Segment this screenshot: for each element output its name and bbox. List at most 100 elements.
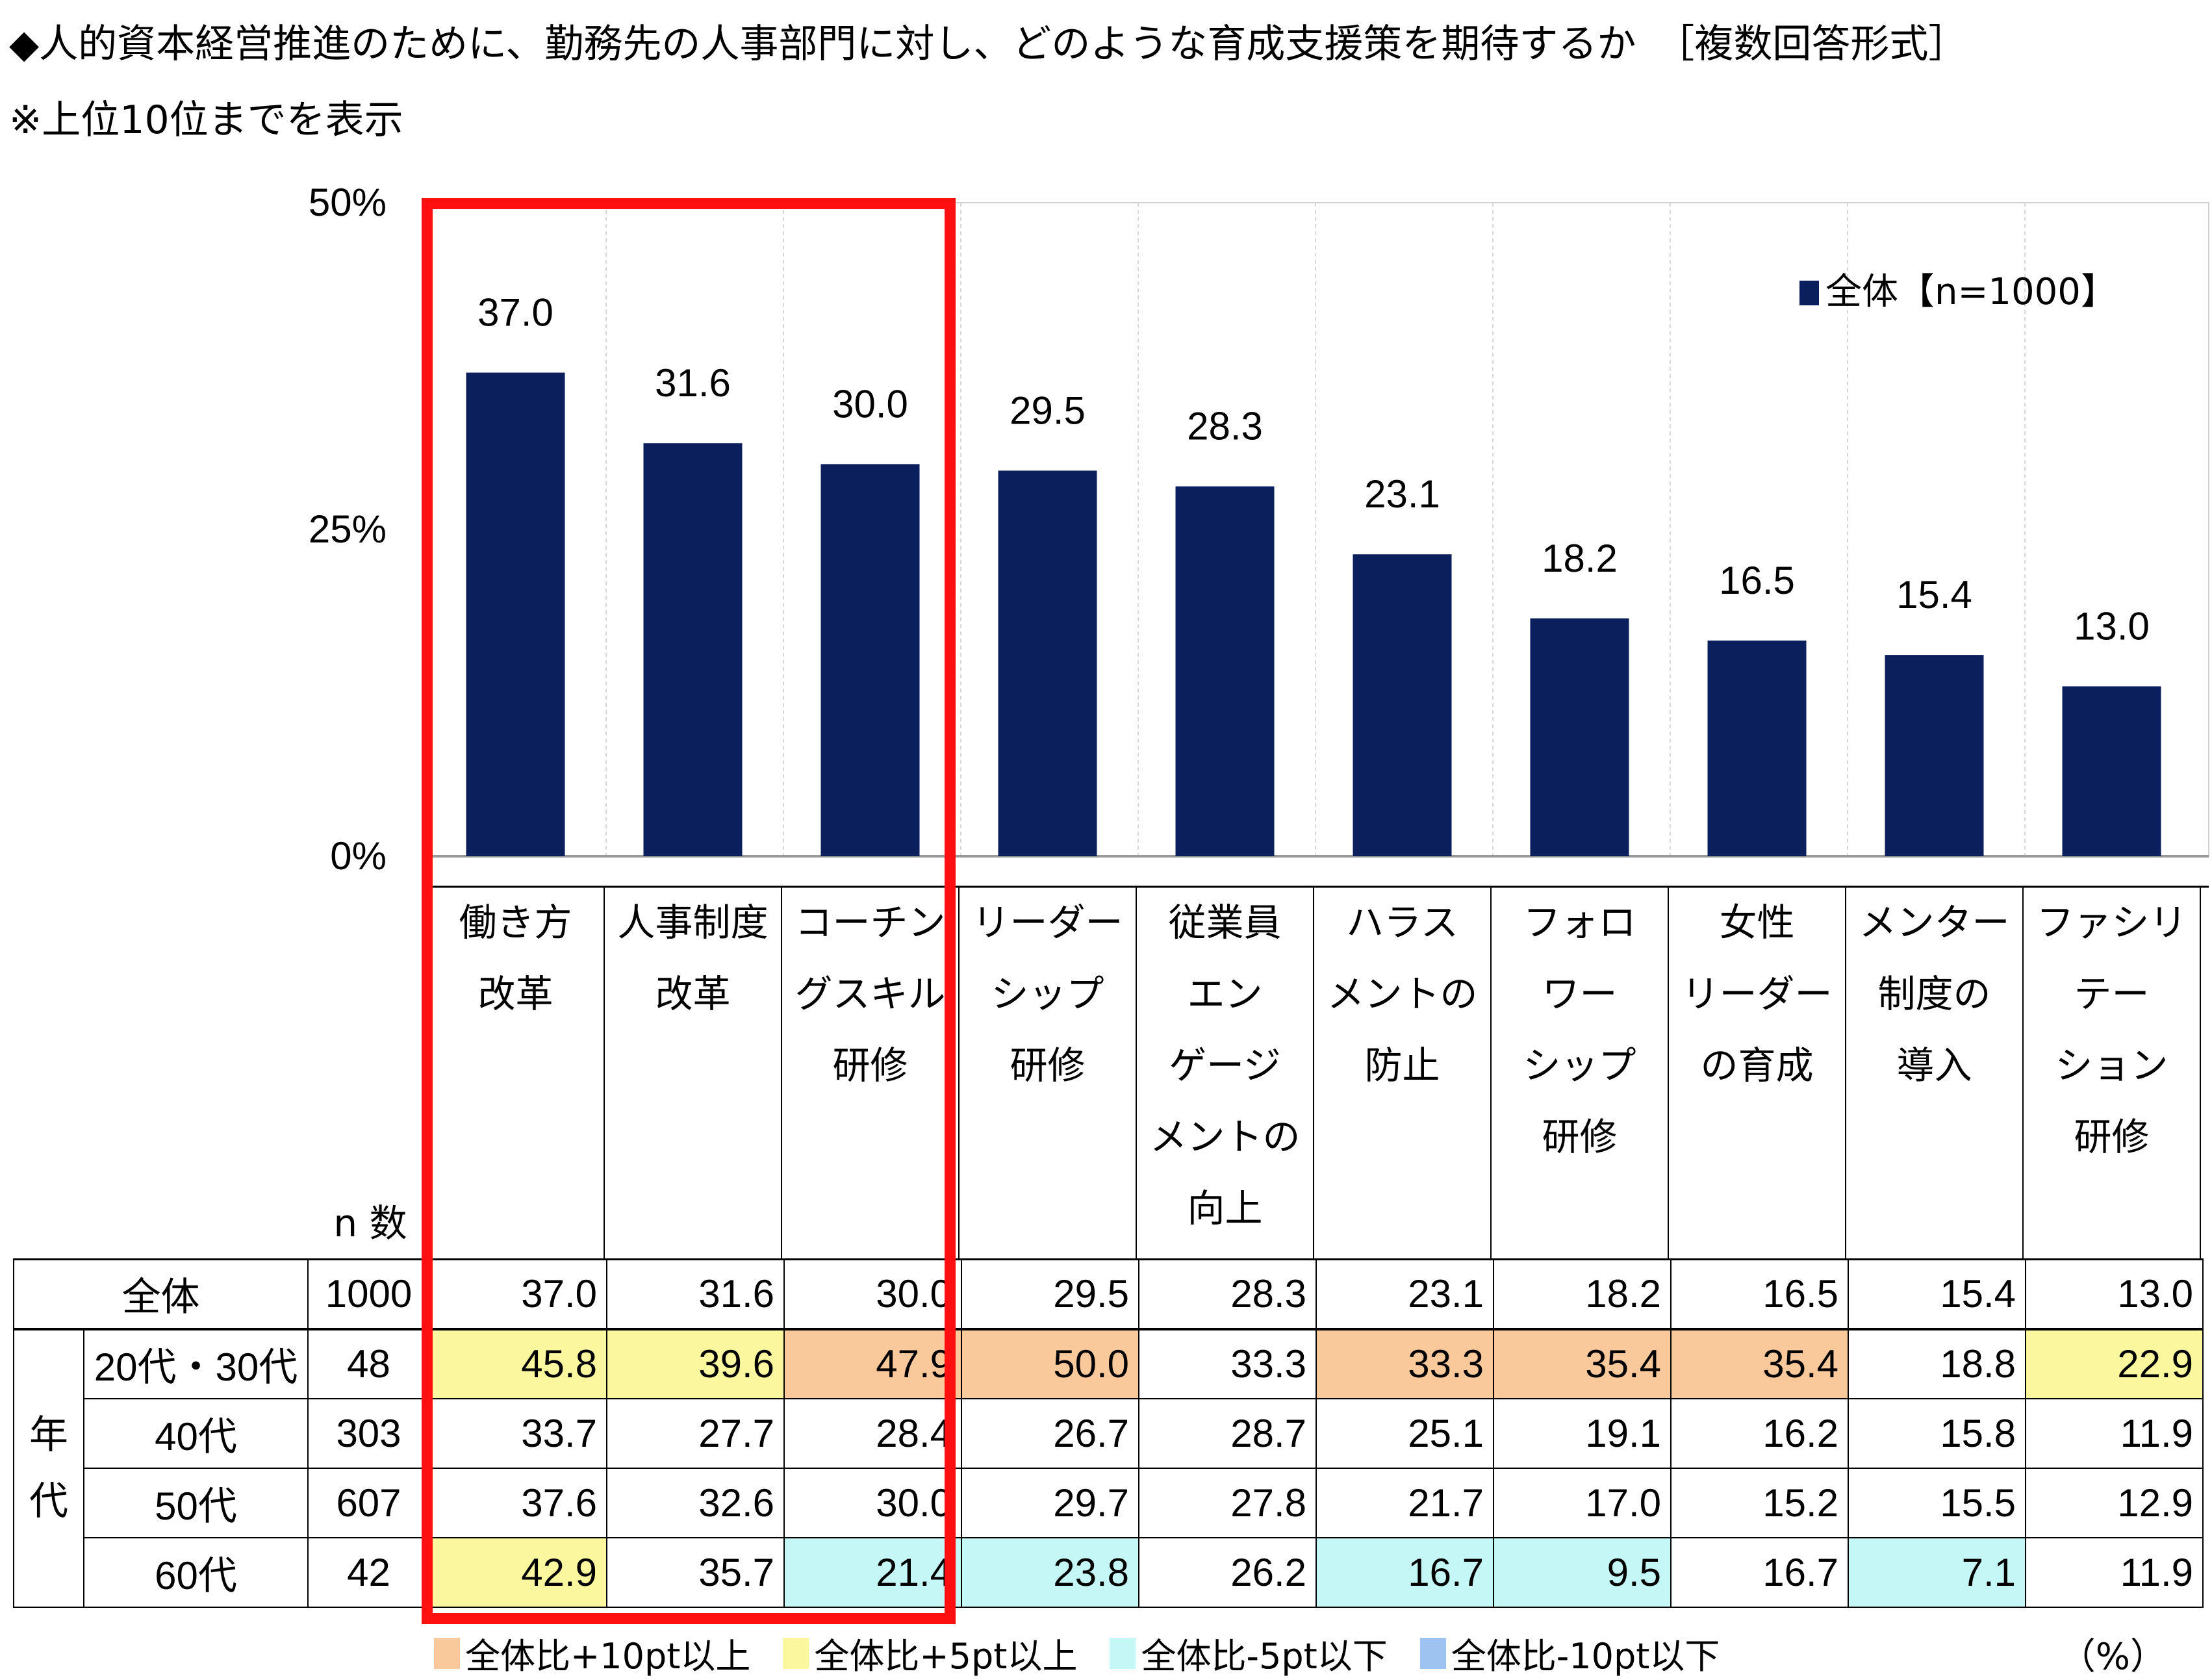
table-cell: 39.6 bbox=[606, 1327, 785, 1399]
table-cell: 35.4 bbox=[1670, 1327, 1849, 1399]
table-cell: 42.9 bbox=[429, 1536, 607, 1608]
table-cell: 23.1 bbox=[1316, 1258, 1494, 1330]
category-label: ワー bbox=[1542, 972, 1617, 1016]
table-cell: 35.7 bbox=[606, 1536, 785, 1608]
data-label: 18.2 bbox=[1542, 537, 1618, 580]
category-label: 研修 bbox=[832, 1043, 908, 1088]
category-label: エン bbox=[1187, 972, 1262, 1016]
table-cell: 27.7 bbox=[606, 1397, 785, 1469]
data-label: 28.3 bbox=[1187, 405, 1263, 448]
table-cell: 28.3 bbox=[1138, 1258, 1317, 1330]
age-group-header: 年代 bbox=[13, 1327, 84, 1608]
data-label: 37.0 bbox=[477, 291, 553, 335]
category-label: 研修 bbox=[1010, 1043, 1085, 1088]
data-label: 23.1 bbox=[1364, 472, 1440, 516]
table-cell: 28.7 bbox=[1138, 1397, 1317, 1469]
table-cell: 26.2 bbox=[1138, 1536, 1317, 1608]
table-cell: 11.9 bbox=[2025, 1397, 2204, 1469]
category-label: リーダー bbox=[1681, 972, 1832, 1016]
table-row: 全体 1000 37.0 31.6 30.0 29.5 28.3 23.1 18.2 16.5 15… bbox=[13, 1258, 2204, 1330]
legend-swatch bbox=[1110, 1637, 1136, 1669]
y-tick-label: 25% bbox=[309, 507, 387, 551]
legend-item-up5: 全体比+5pt以上 bbox=[783, 1627, 1077, 1679]
table-cell: 33.3 bbox=[1138, 1327, 1317, 1399]
row-label: 20代・30代 bbox=[83, 1327, 309, 1399]
data-label: 16.5 bbox=[1719, 559, 1795, 602]
y-tick-label: 0% bbox=[330, 834, 387, 878]
legend-label: 全体比-5pt以下 bbox=[1141, 1636, 1388, 1677]
table-row: 50代 607 37.6 32.6 30.0 29.7 27.8 21.7 17.0 15.2 15… bbox=[14, 1467, 2204, 1538]
table-cell: 21.4 bbox=[783, 1536, 962, 1608]
table-cell: 12.9 bbox=[2025, 1467, 2204, 1538]
category-label: 女性 bbox=[1719, 900, 1794, 945]
category-label: フォロ bbox=[1523, 900, 1636, 945]
page-title: ◆人的資本経営推進のために、勤務先の人事部門に対し、どのような育成支援策を期待す… bbox=[9, 21, 1968, 67]
table-cell: 32.6 bbox=[606, 1467, 785, 1538]
category-label: ゲージ bbox=[1169, 1043, 1281, 1088]
category-label: 向上 bbox=[1187, 1186, 1262, 1230]
table-cell: 19.1 bbox=[1493, 1397, 1672, 1469]
table-cell: 16.5 bbox=[1670, 1258, 1849, 1330]
n-count-cell: 1000 bbox=[307, 1258, 430, 1330]
table-cell: 9.5 bbox=[1493, 1536, 1672, 1608]
n-count-cell: 303 bbox=[307, 1397, 430, 1469]
table-row: 60代 42 42.9 35.7 21.4 23.8 26.2 16.7 9.5 16.7 7.1 1… bbox=[14, 1536, 2204, 1608]
category-label: 人事制度 bbox=[617, 900, 768, 945]
legend-label: 全体比+5pt以上 bbox=[814, 1636, 1078, 1677]
table-cell: 26.7 bbox=[961, 1397, 1139, 1469]
table-cell: 15.5 bbox=[1848, 1467, 2026, 1538]
table-cell: 35.4 bbox=[1493, 1327, 1672, 1399]
table-cell: 15.4 bbox=[1848, 1258, 2026, 1330]
n-count-cell: 48 bbox=[307, 1327, 430, 1399]
category-label: メンター bbox=[1859, 900, 2009, 945]
table-cell: 50.0 bbox=[961, 1327, 1139, 1399]
data-label: 29.5 bbox=[1010, 388, 1086, 432]
category-label: メントの bbox=[1327, 972, 1477, 1016]
table-cell: 28.4 bbox=[783, 1397, 962, 1469]
table-cell: 16.7 bbox=[1316, 1536, 1494, 1608]
legend-swatch bbox=[1419, 1637, 1446, 1669]
row-label: 50代 bbox=[83, 1467, 309, 1538]
table-cell: 7.1 bbox=[1848, 1536, 2026, 1608]
category-label: シップ bbox=[1523, 1043, 1636, 1088]
table-cell: 16.2 bbox=[1670, 1397, 1849, 1469]
table-cell: 15.2 bbox=[1670, 1467, 1849, 1538]
table-row: 年代 20代・30代 48 45.8 39.6 47.9 50.0 33.3 33.3 35.4 3… bbox=[13, 1327, 2204, 1608]
y-tick-label: 50% bbox=[309, 181, 387, 224]
page-note: ※上位10位までを表示 bbox=[9, 97, 403, 143]
category-label: 改革 bbox=[477, 972, 553, 1016]
table-cell: 27.8 bbox=[1138, 1467, 1317, 1538]
bar bbox=[2062, 686, 2161, 856]
category-label: ハラス bbox=[1346, 900, 1458, 945]
bar bbox=[1885, 655, 1984, 856]
table-cell: 30.0 bbox=[783, 1258, 962, 1330]
table-cell: 15.8 bbox=[1848, 1397, 2026, 1469]
row-label: 40代 bbox=[83, 1397, 309, 1469]
legend-item-up10: 全体比+10pt以上 bbox=[434, 1627, 750, 1679]
table-row: 40代 303 33.7 27.7 28.4 26.7 28.7 25.1 19.1 16.2 15… bbox=[14, 1397, 2204, 1469]
table-cell: 23.8 bbox=[961, 1536, 1139, 1608]
category-label: 研修 bbox=[1542, 1115, 1617, 1159]
legend-label: 全体【n=1000】 bbox=[1825, 271, 2117, 313]
category-label: 防止 bbox=[1364, 1043, 1440, 1088]
category-label: 研修 bbox=[2074, 1115, 2149, 1159]
bar bbox=[1353, 554, 1452, 856]
n-count-cell: 42 bbox=[307, 1536, 430, 1608]
table-cell: 11.9 bbox=[2025, 1536, 2204, 1608]
table-cell: 16.7 bbox=[1670, 1536, 1849, 1608]
data-label: 13.0 bbox=[2074, 604, 2150, 648]
category-label: ファシリ bbox=[2036, 900, 2187, 945]
row-label: 60代 bbox=[83, 1536, 309, 1608]
table-cell: 25.1 bbox=[1316, 1397, 1494, 1469]
legend-label: 全体比+10pt以上 bbox=[465, 1636, 751, 1677]
bar bbox=[1530, 618, 1629, 856]
data-label: 31.6 bbox=[655, 361, 731, 405]
table-cell: 21.7 bbox=[1316, 1467, 1494, 1538]
legend-swatch bbox=[783, 1637, 809, 1669]
table-cell: 45.8 bbox=[429, 1327, 607, 1399]
bar bbox=[1707, 641, 1807, 856]
category-label: テー bbox=[2074, 972, 2149, 1016]
legend-label: 全体比-10pt以下 bbox=[1451, 1636, 1720, 1677]
bar bbox=[466, 372, 565, 856]
